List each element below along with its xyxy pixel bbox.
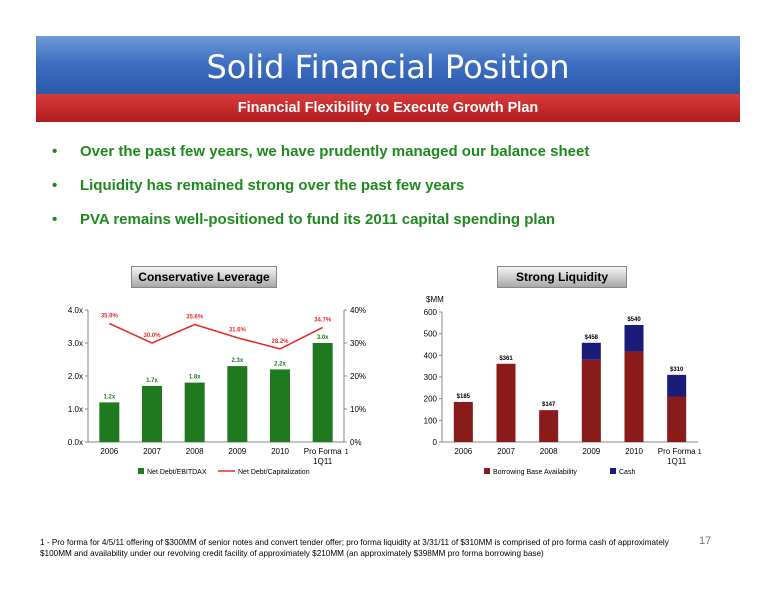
bar-total-label: $147 bbox=[542, 402, 556, 408]
x-tick-label: 1Q11 bbox=[313, 457, 333, 466]
bar-borrowing-base bbox=[496, 363, 516, 442]
x-tick-label: 2009 bbox=[228, 447, 246, 456]
y-tick-label: 0 bbox=[433, 438, 438, 447]
legend-label: Net Debt/EBITDAX bbox=[147, 469, 207, 476]
line-data-label: 28.2% bbox=[271, 339, 289, 345]
bullet-icon: • bbox=[52, 177, 58, 194]
x-tick-label: 2006 bbox=[454, 447, 472, 456]
bar-net-debt-ebitdax bbox=[270, 369, 290, 442]
leverage-chart-title: Conservative Leverage bbox=[131, 266, 277, 288]
bar-data-label: 3.0x bbox=[317, 335, 329, 341]
footnote-marker: 1 bbox=[698, 449, 702, 456]
y-tick-label-left: 3.0x bbox=[68, 339, 83, 348]
bullet-icon: • bbox=[52, 143, 58, 160]
bar-total-label: $310 bbox=[670, 367, 684, 373]
y-tick-label: 300 bbox=[424, 373, 438, 382]
legend-swatch-cash bbox=[610, 468, 616, 474]
legend-label: Net Debt/Capitalization bbox=[238, 469, 310, 476]
bullet-item: • PVA remains well-positioned to fund its… bbox=[52, 207, 589, 241]
x-tick-label: 2008 bbox=[540, 447, 558, 456]
footnote: 1 - Pro forma for 4/5/11 offering of $30… bbox=[40, 538, 669, 558]
page-subtitle: Financial Flexibility to Execute Growth … bbox=[36, 94, 740, 122]
x-tick-label: Pro Forma bbox=[304, 447, 342, 456]
line-data-label: 35.6% bbox=[186, 315, 204, 321]
bar-cash bbox=[624, 325, 644, 352]
legend-swatch-bar bbox=[138, 468, 144, 474]
bullet-icon: • bbox=[52, 211, 58, 228]
bullet-item: • Over the past few years, we have pruden… bbox=[52, 139, 589, 173]
x-tick-label: 2009 bbox=[582, 447, 600, 456]
bar-net-debt-ebitdax bbox=[227, 366, 248, 442]
bar-borrowing-base bbox=[453, 401, 473, 442]
x-tick-label: Pro Forma bbox=[658, 447, 696, 456]
title-banner: Solid Financial Position bbox=[36, 36, 740, 94]
x-tick-label: 2006 bbox=[100, 447, 118, 456]
bar-total-label: $361 bbox=[499, 356, 513, 362]
y-tick-label: 400 bbox=[424, 351, 438, 360]
bullet-item: • Liquidity has remained strong over the … bbox=[52, 173, 589, 207]
bar-net-debt-ebitdax bbox=[312, 343, 333, 442]
line-data-label: 34.7% bbox=[314, 317, 332, 323]
page-title: Solid Financial Position bbox=[206, 48, 570, 86]
bar-total-label: $458 bbox=[585, 335, 599, 341]
line-data-label: 35.9% bbox=[101, 314, 119, 320]
y-axis-label: $MM bbox=[426, 295, 444, 304]
y-tick-label: 100 bbox=[424, 416, 438, 425]
bar-total-label: $540 bbox=[627, 317, 641, 323]
bar-cash bbox=[581, 342, 601, 360]
line-net-debt-capitalization bbox=[109, 322, 324, 350]
bar-data-label: 2.3x bbox=[231, 358, 243, 364]
bar-borrowing-base bbox=[539, 410, 559, 442]
bullet-list: • Over the past few years, we have pruden… bbox=[52, 139, 589, 241]
y-tick-label-left: 4.0x bbox=[68, 306, 83, 315]
x-tick-label: 2007 bbox=[497, 447, 515, 456]
page-number: 17 bbox=[699, 535, 712, 547]
bar-data-label: 1.7x bbox=[146, 378, 158, 384]
x-tick-label: 2008 bbox=[186, 447, 204, 456]
bar-net-debt-ebitdax bbox=[184, 382, 205, 442]
bar-net-debt-ebitdax bbox=[142, 385, 162, 442]
x-tick-label: 1Q11 bbox=[667, 457, 687, 466]
x-tick-label: 2007 bbox=[143, 447, 161, 456]
y-tick-label-left: 1.0x bbox=[68, 405, 83, 414]
y-tick-label-right: 20% bbox=[350, 372, 366, 381]
bullet-text: Liquidity has remained strong over the p… bbox=[80, 177, 465, 194]
line-data-label: 31.6% bbox=[229, 328, 247, 334]
y-tick-label: 500 bbox=[424, 330, 438, 339]
bar-borrowing-base bbox=[667, 396, 687, 442]
bar-data-label: 1.2x bbox=[103, 394, 115, 400]
bar-data-label: 1.8x bbox=[189, 375, 201, 381]
line-data-label: 30.0% bbox=[143, 333, 161, 339]
y-tick-label-left: 0.0x bbox=[68, 438, 83, 447]
bar-net-debt-ebitdax bbox=[99, 402, 120, 442]
liquidity-chart-title: Strong Liquidity bbox=[497, 266, 627, 288]
y-tick-label-right: 10% bbox=[350, 405, 366, 414]
bar-data-label: 2.2x bbox=[274, 361, 286, 367]
x-tick-label: 2010 bbox=[625, 447, 643, 456]
y-tick-label-right: 30% bbox=[350, 339, 366, 348]
legend-swatch-borrowing-base bbox=[484, 468, 490, 474]
bar-borrowing-base bbox=[624, 351, 644, 442]
y-tick-label-right: 40% bbox=[350, 306, 366, 315]
bar-total-label: $185 bbox=[457, 394, 471, 400]
footnote-marker: 1 bbox=[345, 449, 349, 456]
leverage-chart: 0.0x 1.0x 2.0x 3.0x 4.0x 0% 10% 20% 30% 40% 1.2x 20… bbox=[68, 306, 366, 476]
bar-cash bbox=[667, 374, 687, 397]
x-tick-label: 2010 bbox=[271, 447, 289, 456]
bar-borrowing-base bbox=[581, 359, 601, 442]
bullet-text: PVA remains well-positioned to fund its … bbox=[80, 211, 556, 228]
y-tick-label: 600 bbox=[424, 308, 438, 317]
bullet-text: Over the past few years, we have prudent… bbox=[80, 143, 590, 160]
liquidity-chart: $MM 0 100 200 300 400 500 600 $185 2006 $361 2007 $1… bbox=[424, 295, 702, 476]
legend-label: Cash bbox=[619, 469, 635, 476]
y-tick-label-left: 2.0x bbox=[68, 372, 83, 381]
y-tick-label: 200 bbox=[424, 395, 438, 404]
y-tick-label-right: 0% bbox=[350, 438, 362, 447]
legend-label: Borrowing Base Availability bbox=[493, 469, 577, 476]
